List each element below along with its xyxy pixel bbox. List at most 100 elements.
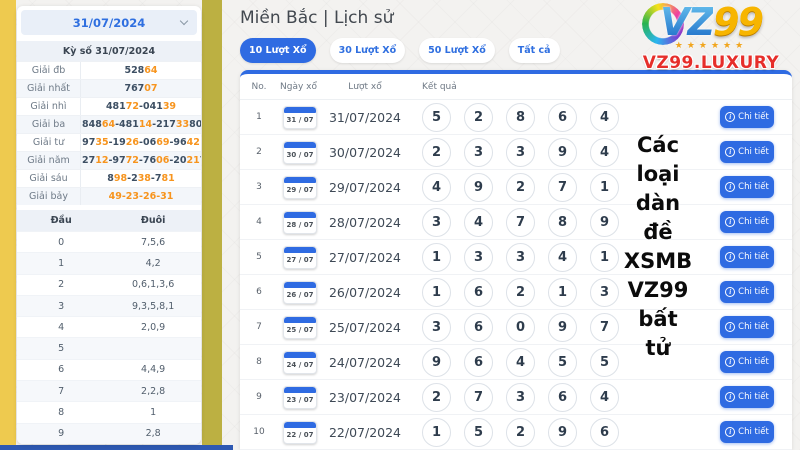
calendar-icon-date: 30 / 07: [286, 150, 314, 159]
dau-value: 4: [58, 321, 65, 333]
digit-circle: 1: [590, 242, 619, 272]
prize-label: Giải nhất: [17, 80, 81, 97]
prize-label: Giải nhì: [17, 98, 81, 115]
header-no: No.: [251, 81, 267, 92]
digit-circle: 3: [590, 277, 619, 307]
detail-button[interactable]: Chi tiết: [720, 281, 774, 303]
detail-button[interactable]: Chi tiết: [720, 386, 774, 408]
digit-circle: 6: [464, 347, 493, 377]
table-body: 1 31 / 07 31/07/2024 5 2 8 6 4: [240, 100, 792, 450]
duoi-values: 1: [150, 407, 157, 419]
digit-circle: 2: [464, 102, 493, 132]
result-digits: 3 4 7 8 9: [408, 207, 720, 237]
history-table-card: No. Ngày xổ Lượt xổ Kết quả 1 31 / 07 3 1…: [240, 70, 792, 450]
dau-value: 8: [58, 407, 65, 419]
row-number: 10: [253, 427, 265, 437]
calendar-icon-top: [284, 351, 316, 358]
digit-circle: 9: [548, 137, 577, 167]
table-row: 8 24 / 07 24/07/2024 9 6 4 5 5: [240, 345, 792, 380]
digit-circle: 9: [548, 312, 577, 342]
detail-button[interactable]: Chi tiết: [720, 316, 774, 338]
prize-row: Giải đb 528 64: [17, 61, 201, 79]
history-filter-tab[interactable]: 30 Lượt Xổ: [329, 38, 406, 63]
draw-date: 24/07/2024: [328, 354, 402, 370]
calendar-icon-top: [284, 421, 316, 428]
info-icon: [725, 287, 736, 297]
table-row: 4 28 / 07 28/07/2024 3 4 7 8 9: [240, 205, 792, 240]
vz99-logo: VZ99 ★★★★★★ VZ99.LUXURY: [626, 0, 796, 73]
promo-caption-line: Các: [636, 133, 680, 157]
prize-value: 8 98-2 38-7 81: [107, 173, 175, 184]
prize-label: Giải ba: [17, 116, 81, 133]
digit-circle: 5: [422, 102, 451, 132]
calendar-icon: 31 / 07: [283, 105, 317, 129]
table-header-row: No. Ngày xổ Lượt xổ Kết quả: [240, 74, 792, 100]
digit-circle: 4: [590, 102, 619, 132]
row-number: 5: [256, 252, 262, 262]
digit-circle: 9: [464, 172, 493, 202]
detail-button-label: Chi tiết: [738, 287, 769, 297]
promo-caption: Các loại dàn đề XSMB VZ99 bất tử: [598, 131, 718, 363]
calendar-icon: 22 / 07: [283, 420, 317, 444]
dau-duoi-row: 0 7,5,6: [17, 231, 201, 252]
result-digits: 2 7 3 6 4: [408, 382, 720, 412]
dau-value: 7: [58, 385, 65, 397]
row-number: 7: [256, 322, 262, 332]
calendar-icon-top: [284, 211, 316, 218]
calendar-icon-date: 23 / 07: [286, 395, 314, 404]
dau-value: 2: [58, 279, 65, 291]
history-filter-tab[interactable]: Tất cả: [508, 38, 560, 63]
history-filter-tab[interactable]: 10 Lượt Xổ: [240, 38, 316, 63]
dau-value: 3: [58, 300, 65, 312]
dau-duoi-row: 1 4,2: [17, 252, 201, 274]
detail-button[interactable]: Chi tiết: [720, 351, 774, 373]
detail-button[interactable]: Chi tiết: [720, 106, 774, 128]
duoi-values: 2,2,8: [141, 385, 166, 397]
result-digits: 5 2 8 6 4: [408, 102, 720, 132]
digit-circle: 5: [548, 347, 577, 377]
history-filter-tab[interactable]: 50 Lượt Xổ: [419, 38, 495, 63]
brand-domain: VZ99.LUXURY: [642, 53, 780, 73]
prize-label: Giải sáu: [17, 170, 81, 187]
row-number: 4: [256, 217, 262, 227]
prize-label: Giải năm: [17, 152, 81, 169]
calendar-icon-date: 28 / 07: [286, 220, 314, 229]
tab-bar: 10 Lượt Xổ 30 Lượt Xổ 50 Lượt Xổ Tất cả: [240, 38, 560, 63]
dau-value: 5: [58, 343, 65, 355]
calendar-icon: 23 / 07: [283, 385, 317, 409]
duoi-values: 7,5,6: [141, 236, 166, 248]
digit-circle: 7: [590, 312, 619, 342]
digit-circle: 3: [464, 137, 493, 167]
page-title: Miền Bắc | Lịch sử: [240, 8, 394, 28]
detail-button[interactable]: Chi tiết: [720, 211, 774, 233]
detail-button-label: Chi tiết: [738, 427, 769, 437]
dau-duoi-row: 9 2,8: [17, 422, 201, 444]
detail-button[interactable]: Chi tiết: [720, 421, 774, 443]
dau-duoi-row: 7 2,2,8: [17, 380, 201, 402]
detail-button[interactable]: Chi tiết: [720, 246, 774, 268]
detail-button-label: Chi tiết: [738, 357, 769, 367]
prize-value: 767 07: [124, 83, 158, 94]
duoi-values: 4,2: [145, 257, 161, 269]
date-dropdown[interactable]: 31/07/2024: [21, 10, 197, 35]
draw-date: 23/07/2024: [328, 389, 402, 405]
detail-button[interactable]: Chi tiết: [720, 176, 774, 198]
row-number: 3: [256, 182, 262, 192]
digit-circle: 8: [548, 207, 577, 237]
digit-circle: 6: [464, 277, 493, 307]
header-draw: Lượt xổ: [348, 81, 382, 92]
prize-row: Giải nhì 481 72-041 39: [17, 97, 201, 115]
table-row: 10 22 / 07 22/07/2024 1 5 2 9 6: [240, 415, 792, 450]
results-sidebar: 31/07/2024 Kỳ số 31/07/2024 Giải đb 528 6…: [17, 6, 201, 444]
detail-button[interactable]: Chi tiết: [720, 141, 774, 163]
table-row: 5 27 / 07 27/07/2024 1 3 3 4 1: [240, 240, 792, 275]
digit-circle: 2: [422, 382, 451, 412]
result-digits: 1 3 3 4 1: [408, 242, 720, 272]
dau-value: 1: [58, 257, 65, 269]
info-icon: [725, 322, 736, 332]
calendar-icon: 26 / 07: [283, 280, 317, 304]
logo-vz: VZ: [660, 0, 715, 44]
digit-circle: 3: [506, 137, 535, 167]
digit-circle: 2: [506, 277, 535, 307]
